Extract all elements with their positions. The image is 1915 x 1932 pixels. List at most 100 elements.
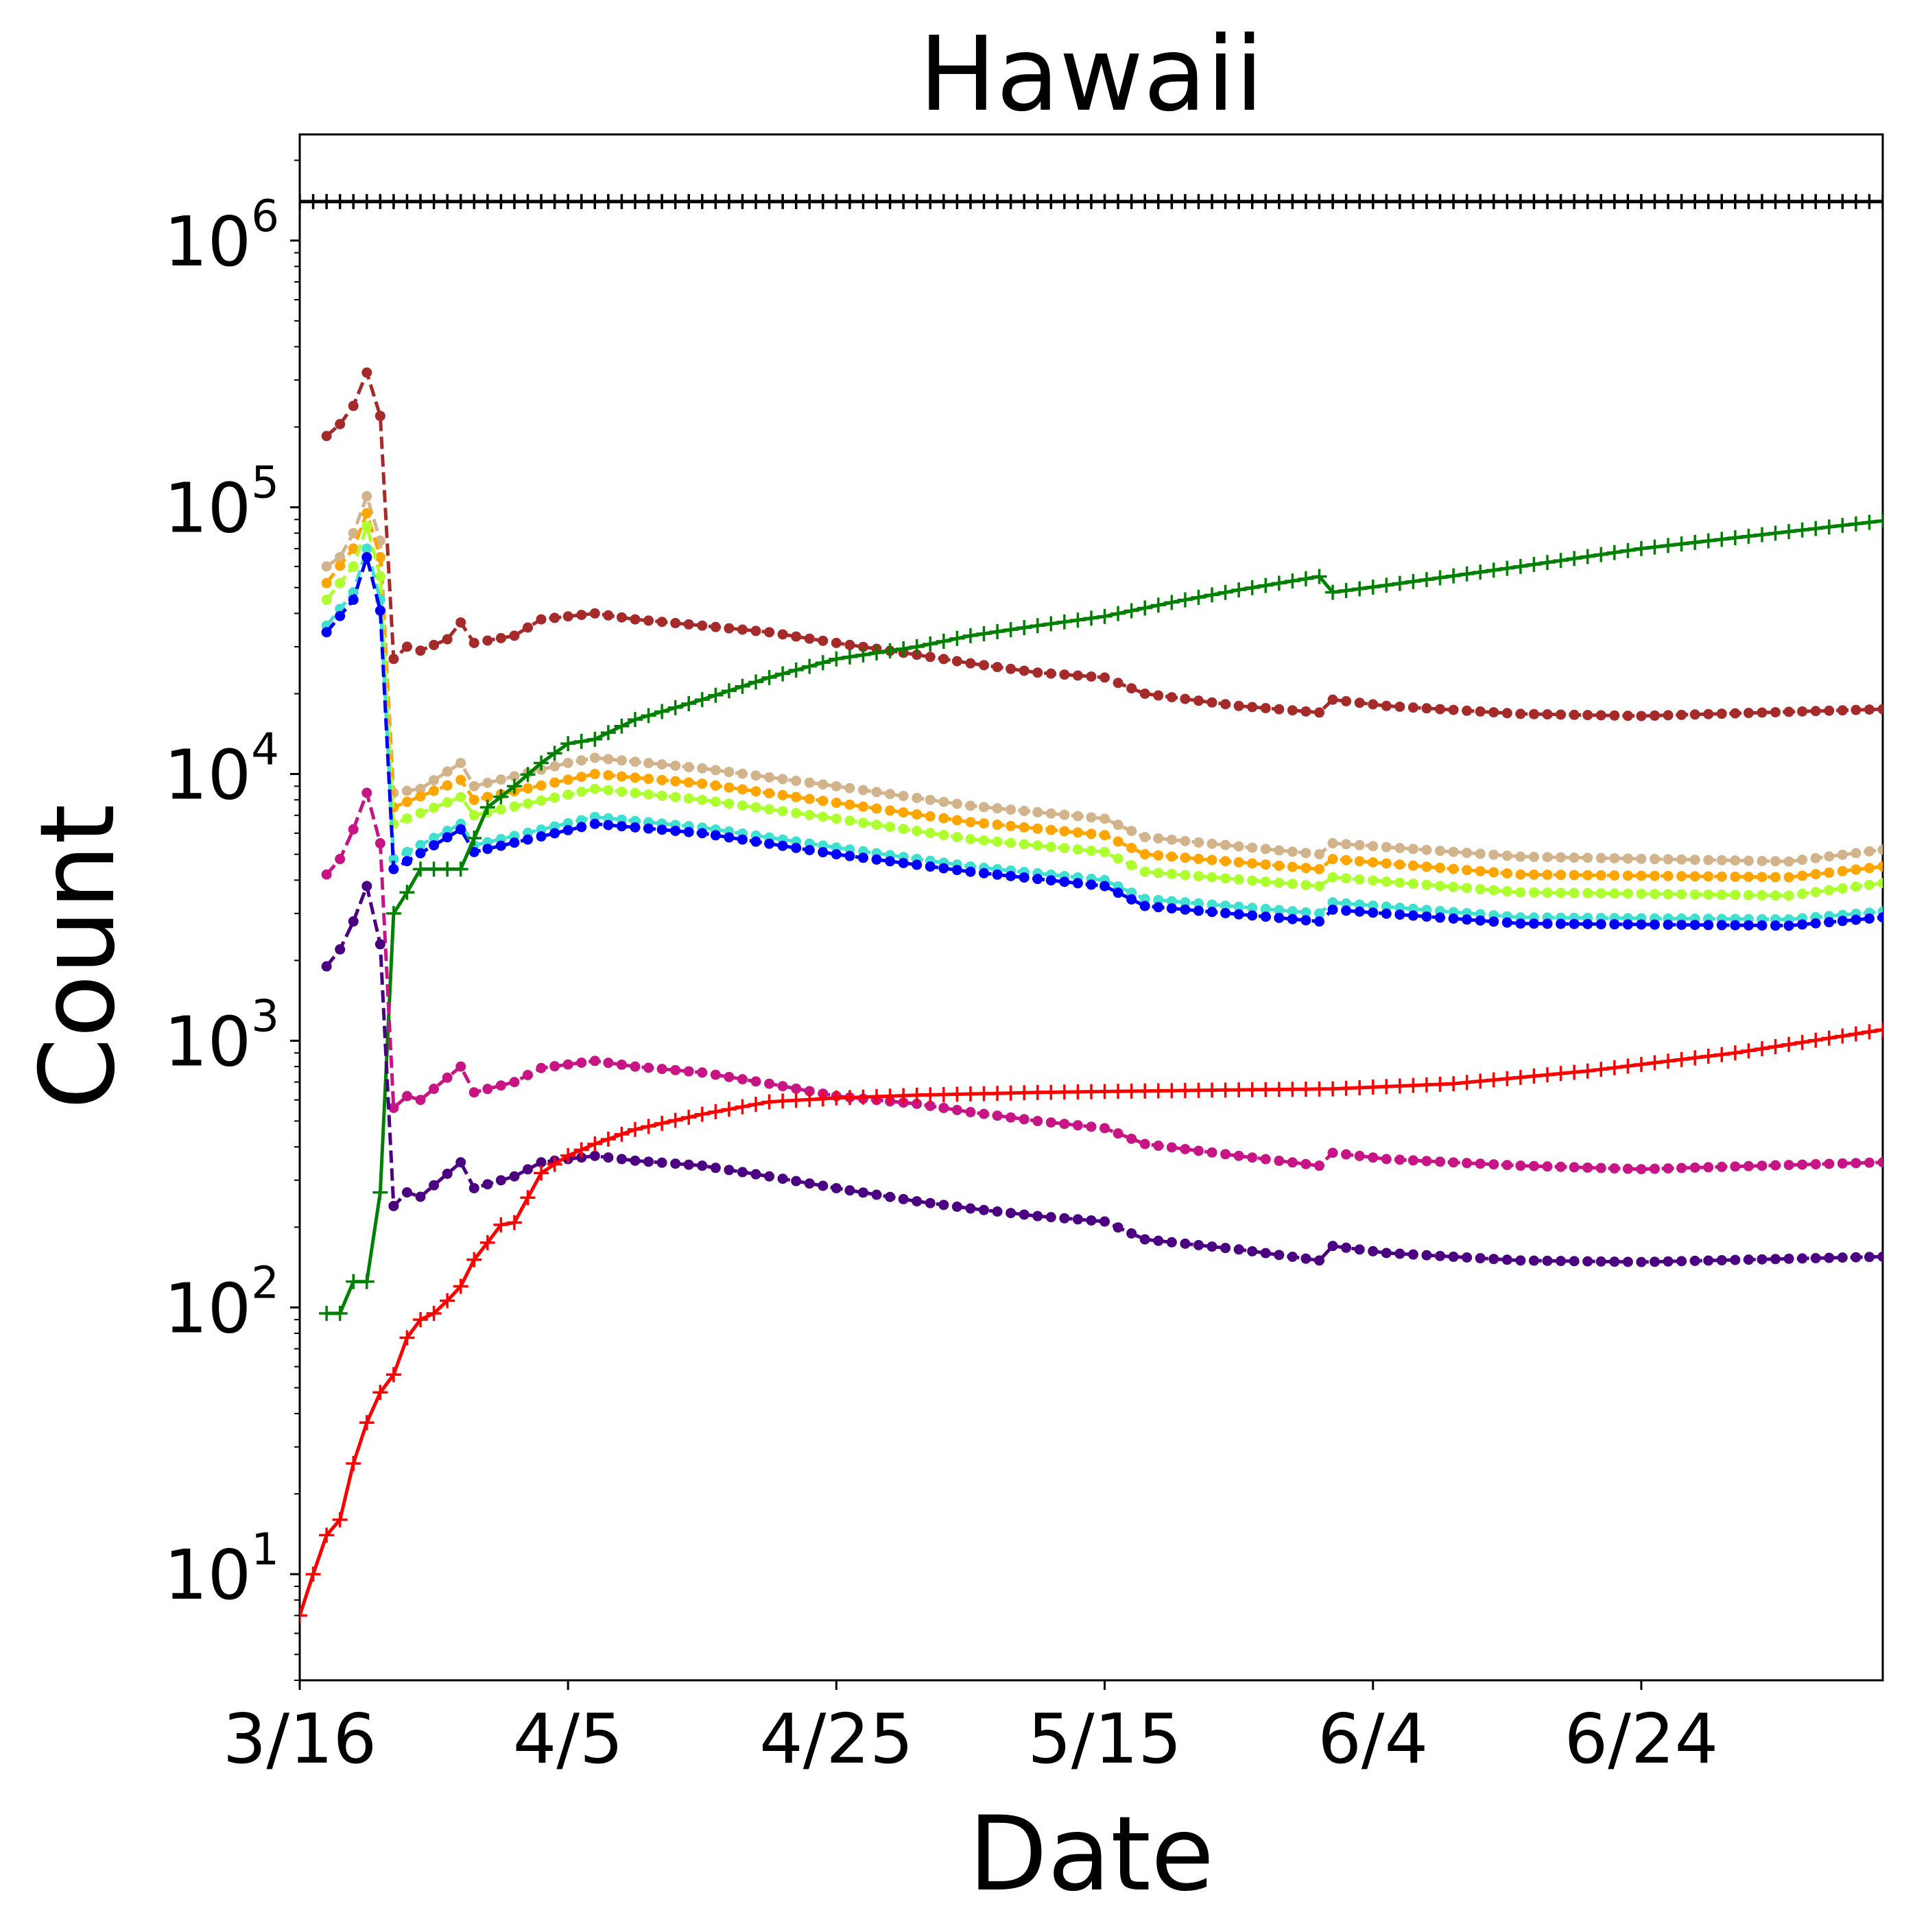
data-point [1636,888,1647,899]
data-point [1741,193,1757,209]
data-point [1649,1256,1660,1267]
data-point [1862,193,1877,209]
data-point [1595,888,1606,899]
data-point [468,846,479,857]
data-point [1757,872,1768,883]
data-point [468,1182,479,1193]
data-point [1298,193,1313,209]
data-point [992,820,1003,831]
data-point [1703,889,1714,900]
data-point [453,193,468,209]
data-point [1260,859,1271,870]
data-point [1379,577,1394,593]
data-point [1501,1160,1512,1171]
data-point [965,800,976,811]
data-point [912,1098,923,1109]
y-tick-label: 106 [164,191,279,282]
data-point [976,1086,992,1101]
data-point [1663,870,1674,881]
data-point [938,813,949,824]
data-point [1285,193,1300,209]
data-point [1153,894,1164,905]
data-point [455,757,466,768]
data-point [335,610,346,621]
data-point [1797,706,1808,717]
data-point [1556,1256,1567,1267]
data-point [429,1180,440,1191]
plot-area [298,133,1884,1682]
data-point [1488,849,1499,860]
data-point [748,674,764,690]
data-point [710,765,721,776]
data-point [1663,889,1674,900]
data-point [1528,887,1539,898]
data-point [495,1175,506,1186]
data-point [1394,842,1405,853]
data-point [1622,853,1633,864]
data-point [697,1160,708,1171]
data-point [1352,1080,1368,1095]
data-point [1542,869,1553,880]
data-point [1217,584,1233,600]
data-point [1528,851,1539,862]
data-point [1700,533,1716,549]
data-point [804,794,815,804]
data-point [1553,1066,1569,1082]
data-point [1569,870,1580,881]
data-point [965,1107,976,1118]
data-point [951,1105,962,1116]
data-point [1553,193,1569,209]
data-point [1821,519,1837,535]
data-point [1515,887,1526,898]
data-point [1768,193,1783,209]
data-point [938,1102,949,1113]
data-point [332,193,348,209]
data-point [1770,872,1781,883]
data-point [576,786,587,797]
data-point [1327,1241,1338,1252]
data-point [1606,1060,1622,1075]
data-point [1019,1209,1030,1220]
data-point [1674,536,1689,552]
data-point [857,1187,868,1198]
data-point [1794,1034,1810,1050]
data-point [912,859,923,870]
data-point [1473,193,1488,209]
data-point [1003,1085,1019,1101]
data-point [750,836,761,847]
data-point [1797,870,1808,881]
data-point [603,785,614,796]
data-point [1166,903,1177,914]
data-point [1580,1063,1595,1079]
data-point [495,632,506,643]
data-point [802,1092,818,1108]
data-point [1019,872,1030,883]
data-point [1368,1152,1379,1163]
data-point [1300,1253,1311,1264]
data-point [1542,852,1553,863]
data-point [600,1131,616,1147]
x-tick-label: 6/4 [1318,1699,1428,1779]
data-point [1300,706,1311,717]
data-point [1689,920,1700,931]
data-point [708,1104,724,1120]
data-point [1797,1253,1808,1264]
data-point [844,639,855,650]
data-point [735,678,750,694]
data-point [1435,1250,1446,1261]
data-point [1636,919,1647,930]
data-point [1542,918,1553,929]
data-point [1113,678,1123,689]
data-point [1421,861,1432,872]
data-point [1609,1256,1620,1267]
data-point [1730,1161,1741,1172]
data-point [534,1165,549,1181]
data-point [1352,193,1368,209]
data-point [1703,1162,1714,1173]
data-point [1274,1250,1285,1261]
data-point [482,791,493,802]
data-point [791,776,802,787]
data-point [1757,1160,1768,1171]
data-point [547,1156,562,1172]
data-point [656,1157,667,1168]
